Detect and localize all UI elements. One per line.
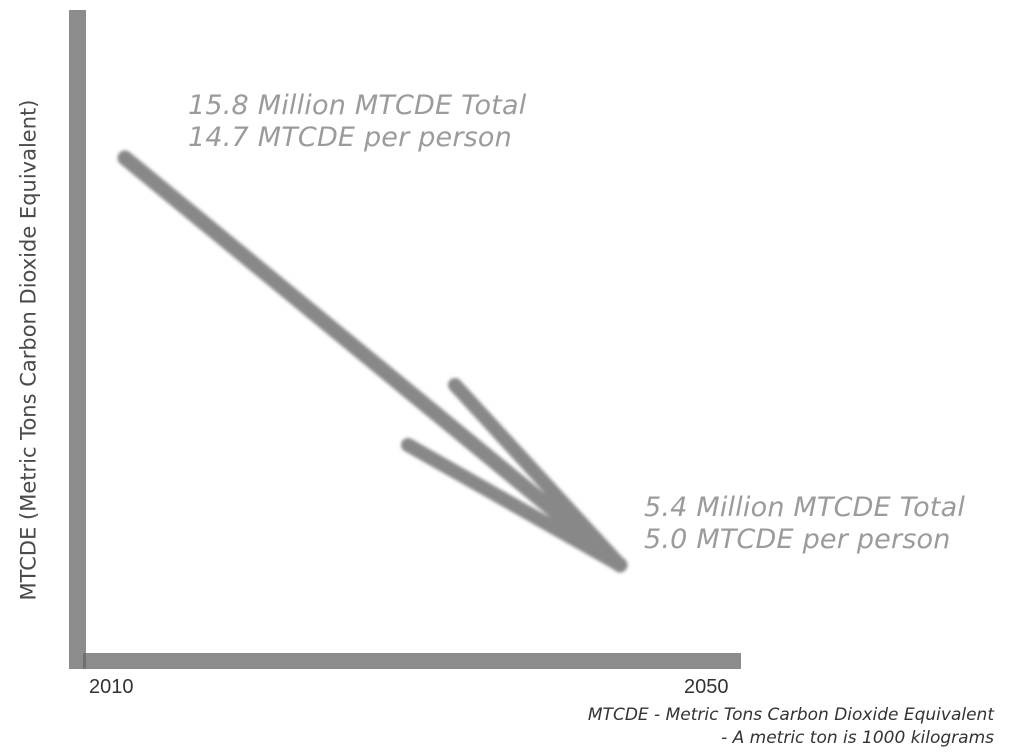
origin-tick xyxy=(83,653,86,669)
footnote: MTCDE - Metric Tons Carbon Dioxide Equiv… xyxy=(588,704,994,750)
end-annotation: 5.4 Million MTCDE Total 5.0 MTCDE per pe… xyxy=(644,492,965,556)
start-annotation: 15.8 Million MTCDE Total 14.7 MTCDE per … xyxy=(188,90,526,154)
end-total-label: 5.4 Million MTCDE Total xyxy=(644,492,966,523)
x-tick-label-2010: 2010 xyxy=(89,676,134,698)
trend-arrowhead-lower xyxy=(401,438,627,572)
y-axis-line xyxy=(69,10,86,669)
trend-arrowhead-upper xyxy=(448,378,627,572)
x-tick-label-2050: 2050 xyxy=(684,676,729,698)
x-axis-line xyxy=(69,653,741,669)
start-per-person-label: 14.7 MTCDE per person xyxy=(188,122,512,153)
start-total-label: 15.8 Million MTCDE Total xyxy=(188,90,527,121)
footnote-definition: MTCDE - Metric Tons Carbon Dioxide Equiv… xyxy=(587,705,994,725)
trend-arrow-shaft xyxy=(117,150,628,573)
end-per-person-label: 5.0 MTCDE per person xyxy=(644,524,951,555)
footnote-metric-ton: - A metric ton is 1000 kilograms xyxy=(721,728,994,748)
